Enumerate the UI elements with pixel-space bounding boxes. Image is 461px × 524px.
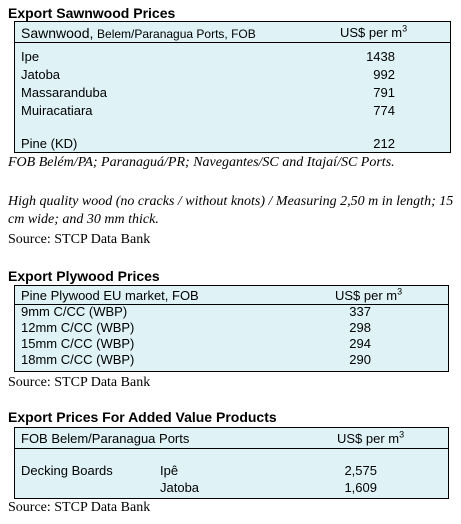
- plywood-price-table: Pine Plywood EU market, FOB US$ per m3 9…: [14, 285, 449, 372]
- sawnwood-header-unit: US$ per m3: [340, 23, 408, 40]
- plywood-row-price: 294: [349, 336, 371, 351]
- added-value-product-name: Decking Boards: [21, 463, 113, 478]
- sawnwood-row-price: 992: [373, 67, 395, 82]
- sawnwood-row-name: Muiracatiara: [21, 103, 93, 118]
- added-value-header-label: FOB Belem/Paranagua Ports: [21, 431, 190, 446]
- plywood-row-name: 18mm C/CC (WBP): [21, 352, 135, 367]
- plywood-row-price: 290: [349, 352, 371, 367]
- sawnwood-table-header: Sawnwood, Belem/Paranagua Ports, FOB US$…: [15, 22, 450, 43]
- sawnwood-note-ports: FOB Belém/PA; Paranaguá/PR; Navegantes/S…: [8, 155, 395, 170]
- added-value-species: Jatoba: [160, 480, 200, 495]
- sawnwood-row-name: Massaranduba: [21, 85, 107, 100]
- plywood-section-title: Export Plywood Prices: [8, 268, 160, 284]
- sawnwood-header-label-a: Sawnwood,: [21, 25, 94, 41]
- plywood-table-header: Pine Plywood EU market, FOB US$ per m3: [15, 286, 448, 305]
- sawnwood-row-name: Jatoba: [21, 67, 61, 82]
- sawnwood-section-title: Export Sawnwood Prices: [8, 5, 176, 21]
- plywood-row-price: 337: [349, 304, 371, 319]
- added-value-species: Ipê: [160, 463, 179, 478]
- sawnwood-row-price: 212: [373, 136, 395, 151]
- sawnwood-source: Source: STCP Data Bank: [8, 232, 151, 247]
- added-value-price: 1,609: [344, 480, 377, 495]
- sawnwood-row-price: 791: [373, 85, 395, 100]
- plywood-header-unit: US$ per m3: [335, 286, 403, 303]
- sawnwood-row-price: 774: [373, 103, 395, 118]
- sawnwood-row-name: Ipe: [21, 49, 40, 64]
- added-value-price: 2,575: [344, 463, 377, 478]
- sawnwood-price-table: Sawnwood, Belem/Paranagua Ports, FOB US$…: [14, 21, 451, 153]
- plywood-source: Source: STCP Data Bank: [8, 375, 151, 390]
- plywood-row-name: 15mm C/CC (WBP): [21, 336, 135, 351]
- added-value-header-unit: US$ per m3: [337, 429, 405, 446]
- added-value-table-header: FOB Belem/Paranagua Ports US$ per m3: [15, 428, 448, 449]
- sawnwood-header-label-b: Belem/Paranagua Ports, FOB: [97, 27, 256, 41]
- plywood-row-price: 298: [349, 320, 371, 335]
- sawnwood-row-price: 1438: [366, 49, 395, 64]
- added-value-section-title: Export Prices For Added Value Products: [8, 409, 277, 425]
- sawnwood-row-name: Pine (KD): [21, 136, 78, 151]
- added-value-source: Source: STCP Data Bank: [8, 500, 151, 515]
- added-value-price-table: FOB Belem/Paranagua Ports US$ per m3 Dec…: [14, 427, 449, 499]
- sawnwood-note-quality: High quality wood (no cracks / without k…: [8, 194, 454, 227]
- plywood-row-name: 9mm C/CC (WBP): [21, 304, 128, 319]
- plywood-header-label: Pine Plywood EU market, FOB: [21, 288, 199, 303]
- plywood-row-name: 12mm C/CC (WBP): [21, 320, 135, 335]
